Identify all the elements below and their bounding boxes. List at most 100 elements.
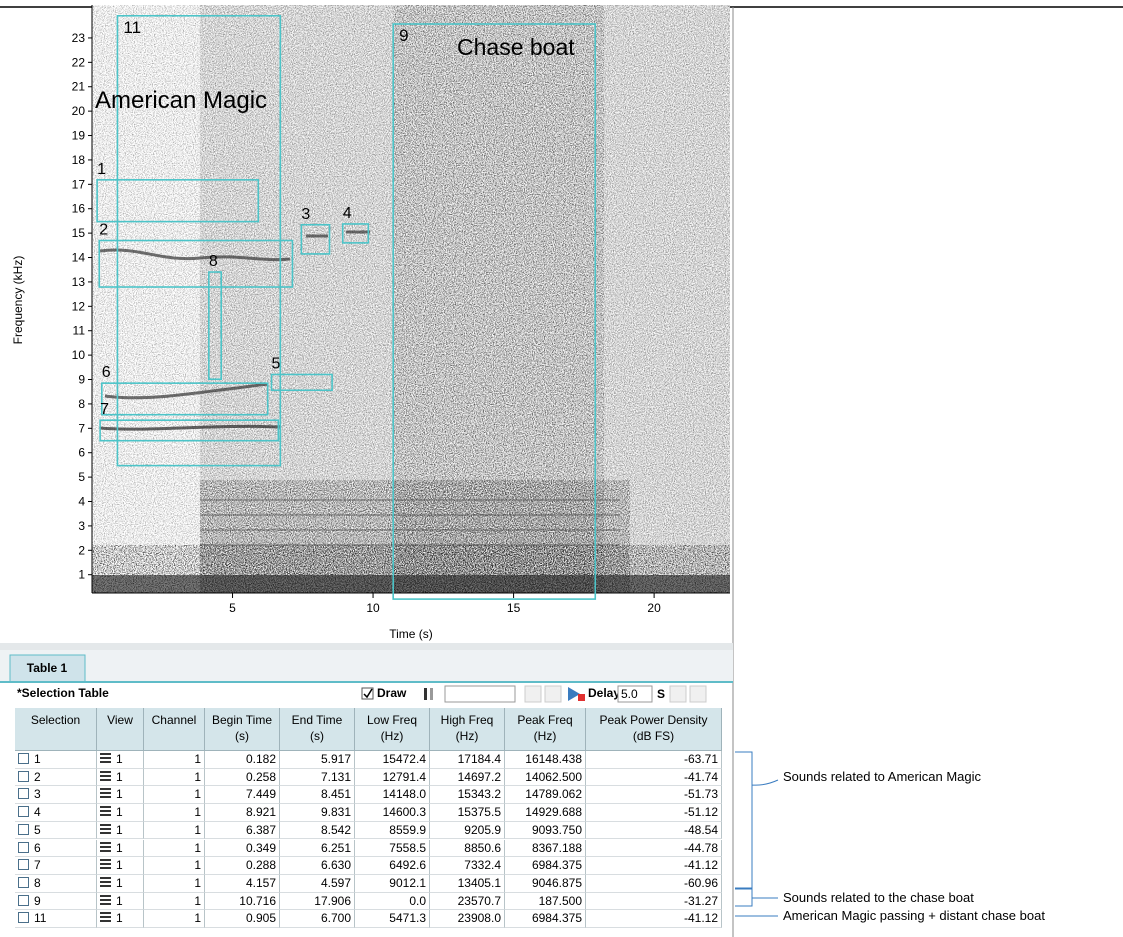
table-cell[interactable]: 1 xyxy=(144,840,205,858)
row-checkbox[interactable] xyxy=(18,753,29,764)
table-cell[interactable]: 5 xyxy=(15,822,97,840)
table-cell[interactable]: -63.71 xyxy=(586,751,722,769)
row-checkbox[interactable] xyxy=(18,806,29,817)
toolbar-button[interactable] xyxy=(525,686,541,702)
table-cell[interactable]: 8 xyxy=(15,875,97,893)
table-cell[interactable]: 1 xyxy=(144,857,205,875)
table-cell[interactable]: 5471.3 xyxy=(355,910,430,928)
row-checkbox[interactable] xyxy=(18,788,29,799)
table-cell[interactable]: 1 xyxy=(97,769,144,787)
table-cell[interactable]: -31.27 xyxy=(586,893,722,911)
view-icon[interactable] xyxy=(100,912,111,923)
row-checkbox[interactable] xyxy=(18,824,29,835)
row-checkbox[interactable] xyxy=(18,912,29,923)
table-cell[interactable]: 14148.0 xyxy=(355,786,430,804)
row-checkbox[interactable] xyxy=(18,842,29,853)
table-cell[interactable]: 17184.4 xyxy=(430,751,505,769)
table-cell[interactable]: 8.542 xyxy=(280,822,355,840)
table-cell[interactable]: 0.258 xyxy=(205,769,280,787)
table-cell[interactable]: 1 xyxy=(144,804,205,822)
table-cell[interactable]: 1 xyxy=(144,751,205,769)
table-cell[interactable]: 1 xyxy=(97,822,144,840)
tab-label[interactable]: Table 1 xyxy=(27,661,68,675)
table-cell[interactable]: 8559.9 xyxy=(355,822,430,840)
splitter[interactable] xyxy=(0,643,733,650)
table-cell[interactable]: 6.251 xyxy=(280,840,355,858)
table-cell[interactable]: 1 xyxy=(144,769,205,787)
table-cell[interactable]: 1 xyxy=(97,875,144,893)
table-cell[interactable]: -51.12 xyxy=(586,804,722,822)
toolbar-button[interactable] xyxy=(690,686,706,702)
row-checkbox[interactable] xyxy=(18,895,29,906)
table-cell[interactable]: 11 xyxy=(15,910,97,928)
table-cell[interactable]: 13405.1 xyxy=(430,875,505,893)
view-icon[interactable] xyxy=(100,824,111,835)
table-cell[interactable]: 15375.5 xyxy=(430,804,505,822)
table-cell[interactable]: 8850.6 xyxy=(430,840,505,858)
table-cell[interactable]: 7 xyxy=(15,857,97,875)
draw-icon[interactable] xyxy=(424,688,427,700)
table-cell[interactable]: 7.131 xyxy=(280,769,355,787)
table-cell[interactable]: 1 xyxy=(97,840,144,858)
table-cell[interactable]: 23570.7 xyxy=(430,893,505,911)
table-cell[interactable]: 23908.0 xyxy=(430,910,505,928)
table-cell[interactable]: -41.12 xyxy=(586,857,722,875)
table-cell[interactable]: 6.387 xyxy=(205,822,280,840)
table-cell[interactable]: 0.349 xyxy=(205,840,280,858)
search-field[interactable] xyxy=(445,686,515,702)
table-cell[interactable]: 0.0 xyxy=(355,893,430,911)
table-cell[interactable]: 4.597 xyxy=(280,875,355,893)
table-cell[interactable]: -44.78 xyxy=(586,840,722,858)
table-cell[interactable]: 9 xyxy=(15,893,97,911)
row-checkbox[interactable] xyxy=(18,771,29,782)
table-cell[interactable]: 7.449 xyxy=(205,786,280,804)
table-cell[interactable]: 6 xyxy=(15,840,97,858)
table-cell[interactable]: 6492.6 xyxy=(355,857,430,875)
table-cell[interactable]: 4.157 xyxy=(205,875,280,893)
table-cell[interactable]: 3 xyxy=(15,786,97,804)
table-cell[interactable]: 6984.375 xyxy=(505,857,586,875)
table-cell[interactable]: 8367.188 xyxy=(505,840,586,858)
table-cell[interactable]: 1 xyxy=(97,751,144,769)
view-icon[interactable] xyxy=(100,771,111,782)
table-cell[interactable]: 9046.875 xyxy=(505,875,586,893)
table-cell[interactable]: 6.700 xyxy=(280,910,355,928)
table-cell[interactable]: 1 xyxy=(97,857,144,875)
view-icon[interactable] xyxy=(100,788,111,799)
table-cell[interactable]: -51.73 xyxy=(586,786,722,804)
table-cell[interactable]: 6984.375 xyxy=(505,910,586,928)
table-cell[interactable]: 1 xyxy=(144,786,205,804)
view-icon[interactable] xyxy=(100,806,111,817)
toolbar-button[interactable] xyxy=(670,686,686,702)
table-cell[interactable]: 8.451 xyxy=(280,786,355,804)
table-cell[interactable]: 4 xyxy=(15,804,97,822)
table-cell[interactable]: 1 xyxy=(144,822,205,840)
table-cell[interactable]: 10.716 xyxy=(205,893,280,911)
table-cell[interactable]: 1 xyxy=(144,893,205,911)
table-cell[interactable]: 1 xyxy=(97,893,144,911)
table-cell[interactable]: 187.500 xyxy=(505,893,586,911)
view-icon[interactable] xyxy=(100,842,111,853)
table-cell[interactable]: 7558.5 xyxy=(355,840,430,858)
table-cell[interactable]: 14062.500 xyxy=(505,769,586,787)
row-checkbox[interactable] xyxy=(18,859,29,870)
table-cell[interactable]: 14697.2 xyxy=(430,769,505,787)
view-icon[interactable] xyxy=(100,895,111,906)
delay-value[interactable]: 5.0 xyxy=(621,687,638,701)
table-cell[interactable]: 1 xyxy=(144,910,205,928)
table-cell[interactable]: 17.906 xyxy=(280,893,355,911)
table-cell[interactable]: 14929.688 xyxy=(505,804,586,822)
table-cell[interactable]: -60.96 xyxy=(586,875,722,893)
table-cell[interactable]: 1 xyxy=(97,786,144,804)
table-cell[interactable]: 1 xyxy=(97,910,144,928)
table-cell[interactable]: 16148.438 xyxy=(505,751,586,769)
row-checkbox[interactable] xyxy=(18,877,29,888)
table-cell[interactable]: 12791.4 xyxy=(355,769,430,787)
table-cell[interactable]: 6.630 xyxy=(280,857,355,875)
table-cell[interactable]: 5.917 xyxy=(280,751,355,769)
table-cell[interactable]: 8.921 xyxy=(205,804,280,822)
table-cell[interactable]: 0.182 xyxy=(205,751,280,769)
table-cell[interactable]: 0.905 xyxy=(205,910,280,928)
table-cell[interactable]: 1 xyxy=(144,875,205,893)
table-cell[interactable]: 9205.9 xyxy=(430,822,505,840)
